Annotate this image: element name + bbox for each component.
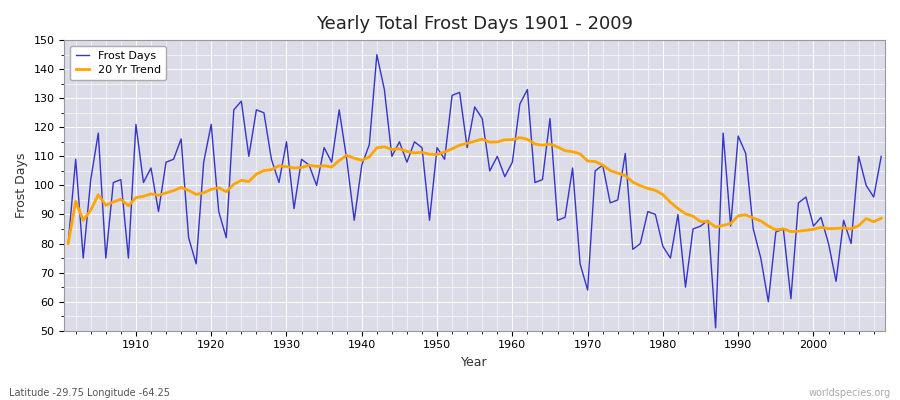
Y-axis label: Frost Days: Frost Days xyxy=(15,153,28,218)
20 Yr Trend xyxy=(123,203,134,208)
20 Yr Trend xyxy=(515,135,526,140)
Frost Days xyxy=(63,241,74,246)
Frost Days xyxy=(289,206,300,211)
20 Yr Trend xyxy=(500,137,510,142)
20 Yr Trend xyxy=(605,168,616,173)
Frost Days xyxy=(507,160,517,164)
Frost Days xyxy=(710,326,721,330)
Frost Days xyxy=(372,52,382,57)
Frost Days xyxy=(123,256,134,260)
20 Yr Trend xyxy=(63,241,74,246)
Frost Days xyxy=(876,154,886,159)
Frost Days xyxy=(515,102,526,106)
Line: 20 Yr Trend: 20 Yr Trend xyxy=(68,138,881,244)
Legend: Frost Days, 20 Yr Trend: Frost Days, 20 Yr Trend xyxy=(70,46,166,80)
Text: worldspecies.org: worldspecies.org xyxy=(809,388,891,398)
Frost Days xyxy=(605,200,616,205)
20 Yr Trend xyxy=(507,137,517,142)
X-axis label: Year: Year xyxy=(462,356,488,369)
20 Yr Trend xyxy=(289,166,300,170)
Title: Yearly Total Frost Days 1901 - 2009: Yearly Total Frost Days 1901 - 2009 xyxy=(316,15,634,33)
Line: Frost Days: Frost Days xyxy=(68,55,881,328)
Frost Days xyxy=(334,108,345,112)
Text: Latitude -29.75 Longitude -64.25: Latitude -29.75 Longitude -64.25 xyxy=(9,388,170,398)
20 Yr Trend xyxy=(334,158,345,163)
20 Yr Trend xyxy=(876,216,886,221)
